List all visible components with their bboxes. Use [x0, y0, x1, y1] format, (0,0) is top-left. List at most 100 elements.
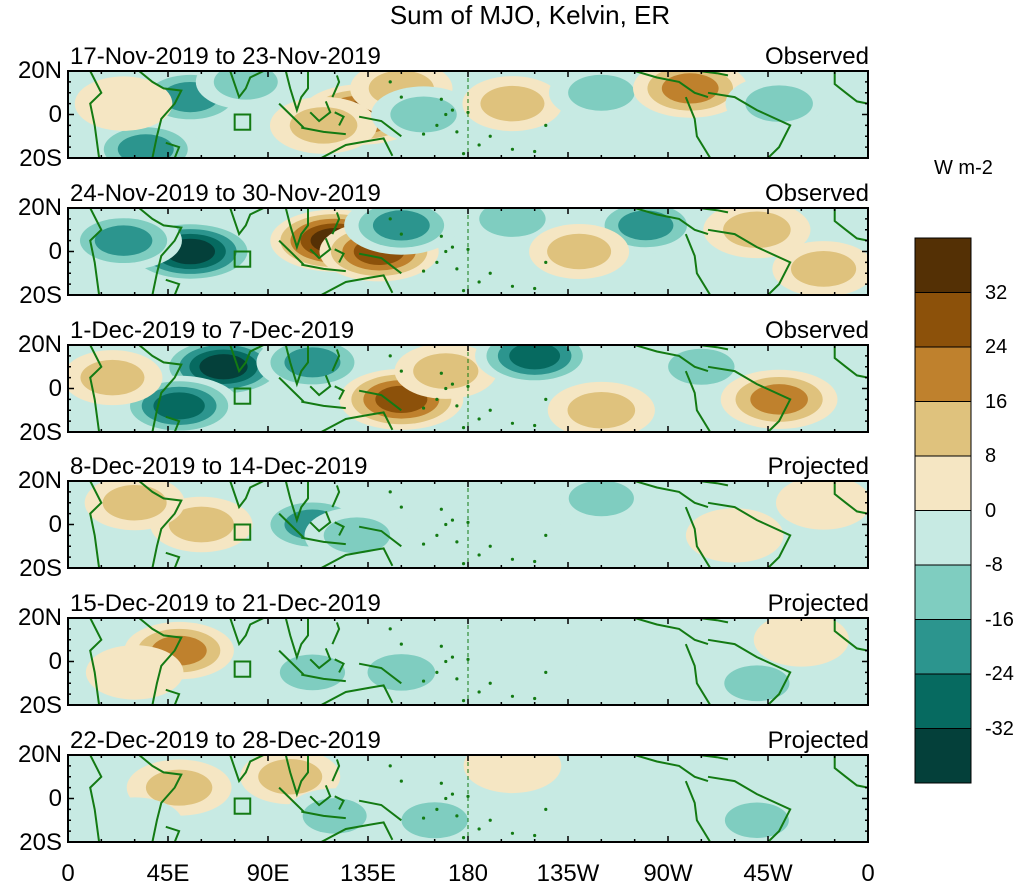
- colorbar-tick-label: 24: [985, 336, 1008, 358]
- island-dot: [544, 260, 548, 264]
- coastline: [89, 71, 103, 158]
- longitude-tick-label: 0: [61, 860, 75, 887]
- island-dot: [435, 397, 439, 401]
- coastline: [320, 274, 394, 295]
- coastline: [334, 795, 345, 810]
- coastline: [684, 643, 712, 705]
- anomaly-contour: [745, 85, 813, 122]
- panel-type-label: Projected: [767, 590, 869, 617]
- coastline: [309, 785, 332, 807]
- island-dot: [399, 369, 403, 373]
- coastline: [320, 821, 394, 842]
- coastline: [684, 506, 712, 568]
- coastline: [334, 658, 345, 673]
- coastline: [358, 252, 402, 275]
- island-dot: [477, 417, 481, 421]
- island-dot: [450, 382, 455, 386]
- coastline: [138, 755, 183, 842]
- coastline: [334, 111, 345, 126]
- panel-date-label: 22-Dec-2019 to 28-Dec-2019: [70, 727, 381, 754]
- anomaly-contour: [199, 354, 248, 380]
- latitude-tick-label: 20S: [19, 419, 62, 446]
- island-dot: [510, 147, 515, 151]
- coastline: [833, 71, 868, 105]
- anomaly-contour: [775, 481, 868, 530]
- coastline: [334, 385, 345, 400]
- coastline: [634, 481, 709, 509]
- anomaly-contour: [284, 347, 341, 378]
- island-dot: [439, 507, 443, 511]
- latitude-tick-label: 0: [48, 511, 62, 538]
- island-dot: [455, 814, 459, 818]
- island-dot: [455, 677, 459, 681]
- island-dot: [421, 816, 426, 820]
- island-dot: [435, 670, 439, 674]
- island-dot: [450, 108, 455, 112]
- anomaly-contour: [289, 107, 358, 144]
- island-dot: [488, 818, 492, 822]
- coastline: [684, 96, 712, 158]
- coastline: [284, 755, 309, 798]
- island-dot: [388, 627, 392, 631]
- colorbar: [914, 237, 972, 784]
- coastline: [707, 365, 792, 432]
- coastline: [165, 551, 181, 568]
- coastline: [707, 501, 792, 568]
- coastline: [229, 208, 265, 237]
- island-dot: [488, 408, 492, 412]
- anomaly-contour: [80, 359, 145, 396]
- island-dot: [544, 670, 548, 674]
- island-dot: [444, 522, 448, 527]
- coastline: [165, 278, 181, 295]
- coastline: [229, 481, 265, 510]
- anomaly-contour: [750, 384, 808, 415]
- island-dot: [399, 505, 403, 509]
- island-dot: [388, 217, 392, 221]
- island-dot: [544, 807, 548, 811]
- coastline: [138, 481, 183, 568]
- anomaly-map-panel: [67, 754, 869, 843]
- colorbar-tick-label: 32: [985, 281, 1008, 304]
- coastline: [278, 239, 305, 266]
- island-dot: [421, 679, 426, 683]
- panel-date-label: 8-Dec-2019 to 14-Dec-2019: [70, 453, 368, 480]
- panel-type-label: Projected: [767, 727, 869, 754]
- coastline: [331, 349, 341, 372]
- island-dot: [444, 249, 448, 254]
- coastline: [138, 71, 183, 158]
- coastline: [229, 345, 265, 374]
- island-dot: [510, 421, 515, 425]
- panel-date-label: 15-Dec-2019 to 21-Dec-2019: [70, 590, 381, 617]
- coastline: [833, 481, 868, 515]
- island-dot: [488, 544, 492, 548]
- island-dot: [455, 540, 459, 544]
- region-box: [233, 660, 252, 678]
- longitude-tick-label: 45W: [743, 860, 793, 887]
- island-dot: [455, 267, 459, 271]
- island-dot: [466, 384, 470, 388]
- colorbar-swatch: [914, 510, 972, 566]
- coastline: [278, 786, 305, 813]
- island-dot: [477, 553, 481, 557]
- anomaly-contour: [463, 755, 562, 794]
- latitude-tick-label: 0: [48, 648, 62, 675]
- coastline: [278, 512, 305, 539]
- anomaly-contour: [258, 759, 323, 795]
- anomaly-contour: [790, 251, 857, 287]
- island-dot: [399, 95, 403, 99]
- panel-date-label: 1-Dec-2019 to 7-Dec-2019: [70, 317, 355, 344]
- latitude-tick-label: 20S: [19, 145, 62, 172]
- coastline: [284, 618, 309, 661]
- anomaly-contour: [85, 645, 184, 700]
- coastline: [89, 618, 103, 705]
- island-dot: [421, 269, 426, 273]
- island-dot: [466, 520, 470, 524]
- coastline: [320, 411, 394, 432]
- longitude-tick-label: 180: [447, 860, 489, 887]
- coastline: [229, 618, 265, 647]
- coastline: [284, 345, 309, 388]
- coastline: [165, 141, 181, 158]
- coastline: [634, 755, 709, 783]
- panel-type-label: Observed: [764, 43, 869, 70]
- anomaly-contour: [153, 392, 205, 420]
